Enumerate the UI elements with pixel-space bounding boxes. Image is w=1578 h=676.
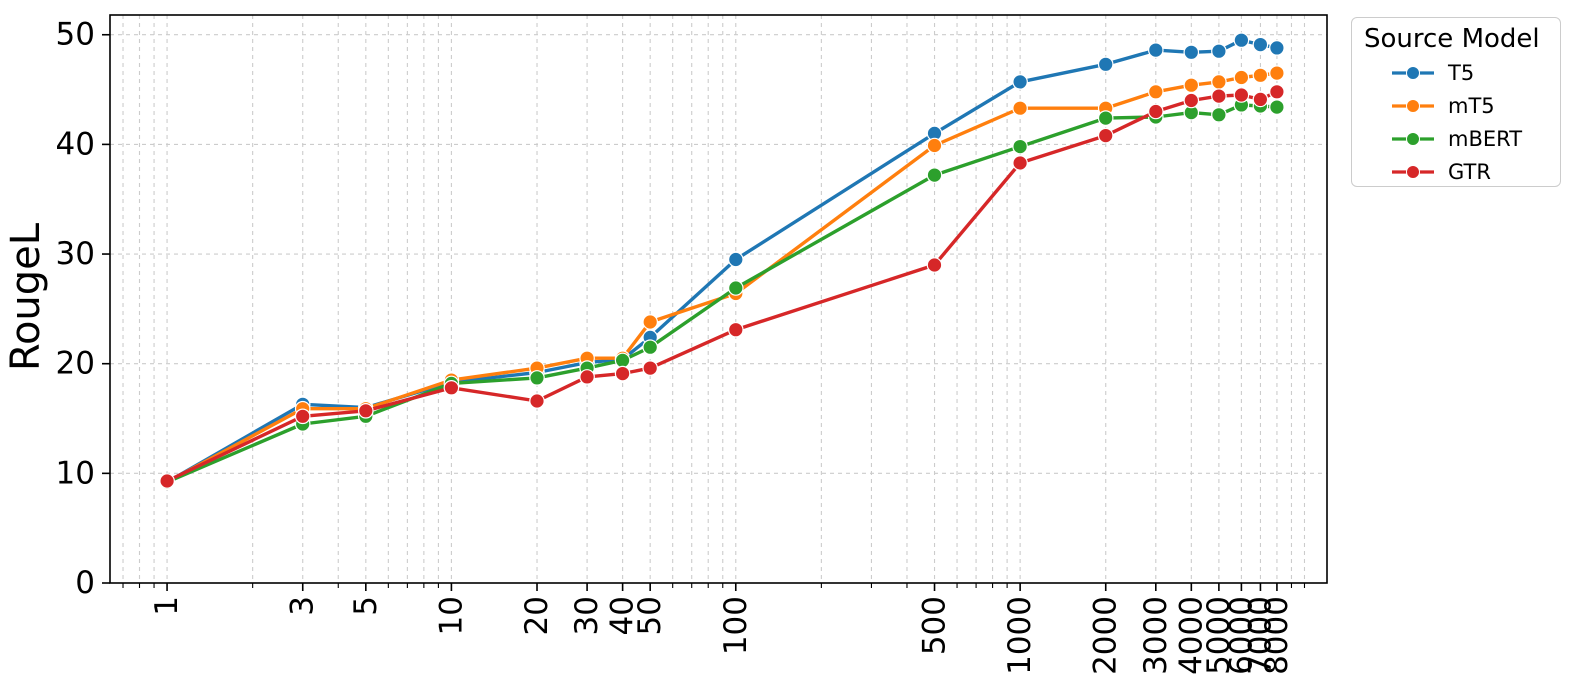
tick-marks xyxy=(102,33,1306,591)
data-point-T5 xyxy=(1252,36,1269,53)
data-point-T5 xyxy=(727,251,744,268)
legend-label-mbert: mBERT xyxy=(1448,126,1523,151)
legend-item-gtr: GTR xyxy=(1390,155,1550,188)
data-point-mT5 xyxy=(1012,100,1028,116)
x-tick-label: 50 xyxy=(632,596,668,635)
data-point-GTR xyxy=(529,393,545,409)
data-point-GTR xyxy=(614,365,631,382)
data-point-GTR xyxy=(1148,103,1164,120)
data-point-T5 xyxy=(1233,32,1250,48)
data-point-mBERT xyxy=(727,280,744,296)
legend-items: T5 mT5 mBERT G xyxy=(1390,56,1550,188)
series-line-GTR xyxy=(166,90,1278,483)
series-mBERT xyxy=(159,97,1285,490)
data-point-T5 xyxy=(1097,56,1114,73)
x-tick-label: 20 xyxy=(519,596,555,635)
data-point-GTR xyxy=(1183,92,1200,109)
y-tick-label: 40 xyxy=(56,126,95,162)
legend-item-t5: T5 xyxy=(1390,56,1550,89)
data-point-mT5 xyxy=(1183,77,1200,93)
data-point-GTR xyxy=(727,321,744,338)
data-point-GTR xyxy=(1269,84,1285,100)
data-point-mT5 xyxy=(1233,69,1250,86)
data-point-GTR xyxy=(1233,87,1250,103)
data-point-mBERT xyxy=(529,370,545,386)
data-point-GTR xyxy=(1252,91,1269,108)
data-point-mT5 xyxy=(1211,74,1227,90)
data-point-GTR xyxy=(579,369,595,385)
x-tick-label: 10 xyxy=(433,596,469,635)
data-point-mBERT xyxy=(614,352,631,369)
x-tick-label: 5000 xyxy=(1201,596,1237,675)
data-point-mBERT xyxy=(1269,99,1285,115)
data-point-GTR xyxy=(642,360,658,376)
data-point-GTR xyxy=(1097,127,1114,144)
legend-swatch-line-dot-icon xyxy=(1392,164,1434,179)
data-point-mBERT xyxy=(1012,138,1028,155)
data-point-GTR xyxy=(443,379,460,396)
y-tick-label: 20 xyxy=(56,346,95,382)
y-axis-label: RougeL xyxy=(3,222,49,372)
legend-item-mbert: mBERT xyxy=(1390,122,1550,155)
data-point-T5 xyxy=(1269,40,1285,56)
data-point-GTR xyxy=(926,257,943,273)
data-point-GTR xyxy=(159,473,175,489)
data-point-mT5 xyxy=(1252,67,1269,84)
x-tick-label: 8000 xyxy=(1259,596,1295,675)
data-point-mBERT xyxy=(1211,107,1227,123)
x-tick-label: 500 xyxy=(917,596,953,655)
axes-frame xyxy=(109,14,1328,584)
data-point-mT5 xyxy=(926,137,943,154)
y-tick-label: 30 xyxy=(56,236,95,272)
y-tick-label: 10 xyxy=(56,455,95,491)
data-point-GTR xyxy=(1012,155,1028,171)
x-tick-label: 6000 xyxy=(1223,596,1259,675)
data-point-GTR xyxy=(294,408,311,425)
x-tick-label: 4000 xyxy=(1173,596,1209,675)
data-point-mBERT xyxy=(1097,110,1114,126)
x-tick-label: 2000 xyxy=(1088,596,1124,675)
y-tick-label: 0 xyxy=(75,565,95,601)
series-GTR xyxy=(159,84,1285,489)
data-point-T5 xyxy=(1148,42,1164,58)
x-tick-label: 1000 xyxy=(1002,596,1038,675)
legend-label-t5: T5 xyxy=(1448,60,1475,85)
x-tick-label: 1 xyxy=(149,596,185,616)
data-point-GTR xyxy=(357,402,374,419)
x-tick-label: 100 xyxy=(718,596,754,655)
data-point-mBERT xyxy=(926,167,943,183)
legend-item-mt5: mT5 xyxy=(1390,89,1550,122)
legend-swatch-line-dot-icon xyxy=(1392,98,1434,113)
x-tick-label: 40 xyxy=(605,596,641,635)
data-point-mBERT xyxy=(642,339,658,355)
x-tick-label: 3000 xyxy=(1138,596,1174,675)
legend-swatch-line-dot-icon xyxy=(1392,65,1434,80)
data-point-T5 xyxy=(1211,43,1227,59)
x-tick-label: 3 xyxy=(285,596,321,616)
x-tick-label: 7000 xyxy=(1242,596,1278,675)
data-point-GTR xyxy=(1211,88,1227,104)
legend-label-gtr: GTR xyxy=(1448,159,1491,184)
legend-swatch-line-dot-icon xyxy=(1392,131,1434,146)
data-point-T5 xyxy=(1012,74,1028,90)
x-tick-label: 30 xyxy=(569,596,605,635)
x-tick-label: 5 xyxy=(348,596,384,616)
legend-title: Source Model xyxy=(1364,24,1540,54)
data-point-mT5 xyxy=(642,314,658,330)
legend: Source Model T5 mT5 xyxy=(1351,17,1561,187)
data-point-mT5 xyxy=(1148,84,1164,100)
data-point-mT5 xyxy=(1269,65,1285,81)
legend-label-mt5: mT5 xyxy=(1448,93,1495,118)
series-line-mBERT xyxy=(166,103,1278,484)
data-point-T5 xyxy=(1183,44,1200,61)
y-tick-label: 50 xyxy=(56,17,95,53)
